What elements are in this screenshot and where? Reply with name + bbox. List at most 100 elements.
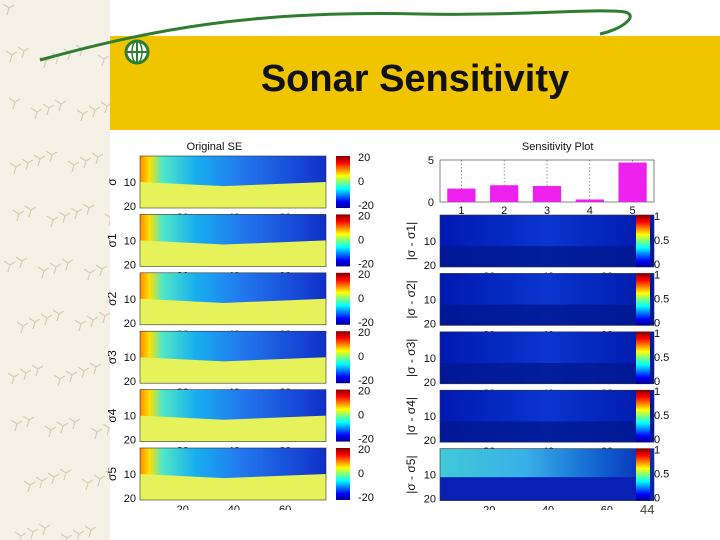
- y-tick-label: 20: [424, 318, 436, 330]
- left-y-label: σ1: [108, 233, 119, 247]
- heatmap-lower-band: [140, 298, 326, 325]
- chart-x-tick: 2: [501, 205, 507, 217]
- pattern-glyph: [26, 527, 39, 540]
- panel-frame: [139, 214, 327, 267]
- colorbar-tick: 0: [654, 434, 660, 446]
- y-tick-label: 10: [124, 177, 136, 189]
- pattern-glyph: [23, 480, 36, 493]
- pattern-glyph: [84, 525, 97, 538]
- y-tick-label: 10: [424, 470, 436, 482]
- pattern-glyph: [37, 266, 50, 279]
- colorbar-tick: 0: [358, 176, 364, 188]
- left-panel-0: 1020σ204060200-20: [108, 152, 374, 224]
- chart-x-tick: 4: [587, 205, 593, 217]
- pattern-glyph: [9, 162, 22, 175]
- left-y-label: σ5: [108, 467, 119, 481]
- bar-3: [532, 186, 562, 202]
- right-y-label: |σ - σ3|: [404, 339, 418, 377]
- pattern-glyph: [51, 52, 64, 65]
- pattern-glyph: [67, 160, 80, 173]
- pattern-glyph: [15, 256, 28, 269]
- diff-lower-band: [440, 477, 654, 501]
- colorbar-tick: -20: [358, 434, 374, 446]
- pattern-glyph: [61, 258, 74, 271]
- left-y-label: σ: [108, 178, 119, 186]
- y-tick-label: 20: [124, 259, 136, 271]
- colorbar-tick: 20: [358, 386, 370, 398]
- pattern-glyph: [63, 48, 76, 61]
- pattern-glyph: [39, 56, 52, 69]
- colorbar: [336, 214, 350, 267]
- colorbar: [336, 331, 350, 384]
- right-panel-4: 10 20 |σ - σ5| 20 40 60 1 0.5 0: [404, 445, 669, 510]
- pattern-glyph: [58, 211, 71, 224]
- pattern-glyph: [16, 321, 29, 334]
- colorbar-tick: 20: [358, 269, 370, 281]
- pattern-glyph: [2, 3, 15, 16]
- y-tick-label: 20: [424, 377, 436, 389]
- left-panel-1: 1020σ1204060200-20: [108, 210, 374, 282]
- pattern-glyph: [53, 374, 66, 387]
- diff-lower-band: [440, 246, 654, 267]
- pattern-glyph: [3, 260, 16, 273]
- x-tick-label: 40: [228, 504, 240, 510]
- colorbar-tick: 20: [358, 444, 370, 456]
- pattern-glyph: [42, 103, 55, 116]
- colorbar-tick: -20: [358, 317, 374, 329]
- colorbar-tick: 1: [654, 328, 660, 340]
- heatmap-lower-band: [140, 182, 326, 208]
- colorbar: [336, 272, 350, 325]
- colorbar: [636, 331, 650, 384]
- pattern-glyph: [19, 368, 32, 381]
- y-tick-label: 20: [124, 376, 136, 388]
- left-panel-2: 1020σ2204060200-20: [108, 269, 374, 341]
- y-tick-label: 20: [424, 435, 436, 447]
- pattern-glyph: [40, 313, 53, 326]
- colorbar-tick: 0: [654, 259, 660, 271]
- pattern-glyph: [60, 533, 73, 540]
- colorbar-tick: -20: [358, 258, 374, 270]
- chart-title: Sensitivity Plot: [522, 141, 594, 153]
- colorbar-tick: 20: [358, 210, 370, 222]
- y-tick-label: 10: [424, 294, 436, 306]
- colorbar: [336, 156, 350, 208]
- pattern-glyph: [24, 205, 37, 218]
- panel-frame: [439, 331, 655, 385]
- pattern-glyph: [8, 97, 21, 110]
- colorbar-tick: 1: [654, 445, 660, 457]
- x-tick-label: 40: [542, 505, 554, 510]
- panel-frame: [439, 448, 655, 501]
- y-tick-label: 10: [124, 235, 136, 247]
- right-y-label: |σ - σ5|: [404, 455, 418, 493]
- diff-lower-band: [440, 363, 654, 384]
- heatmap-lower-band: [140, 474, 326, 500]
- pattern-glyph: [14, 531, 27, 540]
- y-tick-label: 10: [424, 353, 436, 365]
- colorbar-tick: 1: [654, 211, 660, 223]
- colorbar-tick: 20: [358, 152, 370, 164]
- slide-title: Sonar Sensitivity: [260, 58, 570, 100]
- diff-lower-band: [440, 304, 654, 326]
- y-tick-label: 10: [424, 236, 436, 248]
- pattern-glyph: [56, 421, 69, 434]
- pattern-glyph: [95, 264, 108, 277]
- colorbar-tick: 0.5: [654, 410, 669, 422]
- colorbar: [636, 273, 650, 326]
- pattern-glyph: [100, 101, 110, 114]
- colorbar: [336, 389, 350, 442]
- chart-y-tick: 0: [428, 197, 434, 209]
- pattern-glyph: [98, 311, 110, 324]
- pattern-glyph: [44, 425, 57, 438]
- pattern-glyph: [45, 150, 58, 163]
- colorbar-tick: 0.5: [654, 293, 669, 305]
- bar-1: [447, 188, 476, 202]
- panel-frame: [439, 214, 655, 268]
- colorbar-tick: 1: [654, 269, 660, 281]
- pattern-glyph: [93, 474, 106, 487]
- pattern-glyph: [86, 315, 99, 328]
- pattern-glyph: [105, 470, 110, 482]
- left-panel-5: 10 20 σ5 20 40 60 20 0 -20: [108, 444, 374, 510]
- y-tick-label: 20: [424, 260, 436, 272]
- pattern-glyph: [49, 262, 62, 275]
- sensitivity-bar-chart: Sensitivity Plot 5 0 1 2 3 4 5: [428, 141, 655, 217]
